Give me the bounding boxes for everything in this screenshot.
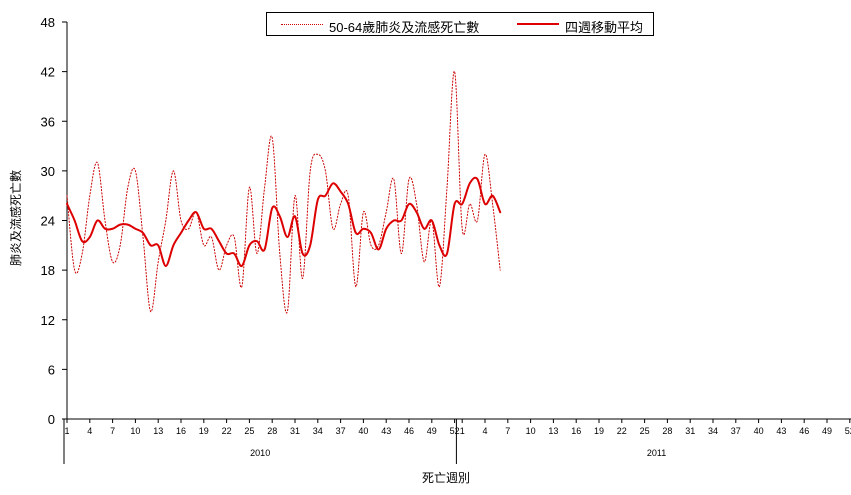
x-tick-label: 52 xyxy=(845,426,851,436)
legend-swatch-moving-average xyxy=(517,23,559,25)
x-tick-label: 10 xyxy=(130,426,140,436)
x-group-label: 2010 xyxy=(250,448,270,458)
x-tick-label: 40 xyxy=(358,426,368,436)
legend: 50-64歲肺炎及流感死亡數 四週移動平均 xyxy=(266,12,654,36)
x-tick-label: 7 xyxy=(505,426,510,436)
legend-label-weekly-deaths: 50-64歲肺炎及流感死亡數 xyxy=(329,20,480,35)
legend-swatch-weekly-deaths xyxy=(281,24,323,25)
x-tick-label: 49 xyxy=(427,426,437,436)
x-tick-label: 1 xyxy=(460,426,465,436)
y-tick-label: 18 xyxy=(41,263,55,278)
x-tick-label: 4 xyxy=(482,426,487,436)
x-tick-label: 13 xyxy=(153,426,163,436)
x-tick-label: 16 xyxy=(176,426,186,436)
x-tick-label: 31 xyxy=(290,426,300,436)
x-tick-label: 43 xyxy=(776,426,786,436)
x-tick-label: 19 xyxy=(594,426,604,436)
y-tick-label: 24 xyxy=(41,214,55,229)
y-tick-label: 0 xyxy=(48,412,55,427)
x-tick-label: 28 xyxy=(662,426,672,436)
legend-label-moving-average: 四週移動平均 xyxy=(565,20,644,35)
x-tick-label: 19 xyxy=(199,426,209,436)
x-tick-label: 25 xyxy=(244,426,254,436)
x-tick-label: 46 xyxy=(799,426,809,436)
x-tick-label: 10 xyxy=(526,426,536,436)
y-axis-label: 肺炎及流感死亡數 xyxy=(8,170,23,266)
x-group-label: 2011 xyxy=(647,448,666,458)
y-tick-label: 6 xyxy=(48,362,55,377)
x-tick-label: 22 xyxy=(222,426,232,436)
series-line-weekly-deaths xyxy=(66,71,501,314)
x-tick-label: 40 xyxy=(754,426,764,436)
x-tick-label: 37 xyxy=(731,426,741,436)
y-tick-label: 12 xyxy=(41,313,55,328)
x-tick-label: 52 xyxy=(450,426,460,436)
y-axis: 0 6 12 18 24 30 36 42 48 xyxy=(41,15,68,427)
x-axis: 1 4 7 10 13 16 19 22 25 28 31 34 37 40 43 46 49 52 1 4 7 10 13… xyxy=(63,418,851,464)
x-tick-label: 1 xyxy=(64,426,69,436)
y-tick-label: 30 xyxy=(41,164,55,179)
series-line-moving-average xyxy=(66,176,502,267)
y-tick-label: 42 xyxy=(41,65,55,80)
x-tick-label: 16 xyxy=(571,426,581,436)
x-tick-label: 46 xyxy=(404,426,414,436)
y-tick-label: 36 xyxy=(41,114,55,129)
x-tick-label: 25 xyxy=(640,426,650,436)
x-tick-label: 49 xyxy=(822,426,832,436)
x-tick-label: 31 xyxy=(685,426,695,436)
x-axis-label: 死亡週別 xyxy=(422,471,470,485)
x-tick-label: 4 xyxy=(87,426,92,436)
x-tick-label: 13 xyxy=(548,426,558,436)
x-tick-label: 34 xyxy=(708,426,718,436)
x-tick-label: 37 xyxy=(336,426,346,436)
x-tick-label: 22 xyxy=(617,426,627,436)
x-tick-label: 43 xyxy=(381,426,391,436)
x-tick-label: 7 xyxy=(110,426,115,436)
x-tick-label: 34 xyxy=(313,426,323,436)
y-tick-label: 48 xyxy=(41,15,55,30)
x-tick-label: 28 xyxy=(267,426,277,436)
series-layer xyxy=(66,71,502,314)
